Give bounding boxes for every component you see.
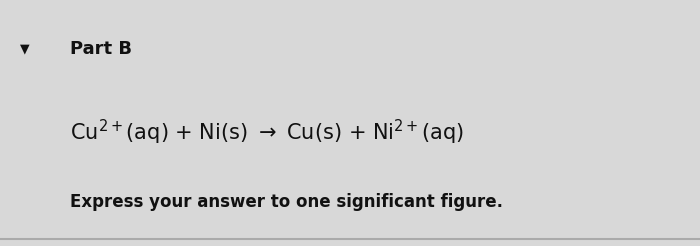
Text: ▼: ▼: [20, 43, 29, 56]
Text: Cu$^{2+}$(aq) + Ni(s) $\rightarrow$ Cu(s) + Ni$^{2+}$(aq): Cu$^{2+}$(aq) + Ni(s) $\rightarrow$ Cu(s…: [70, 118, 464, 147]
Text: Part B: Part B: [70, 40, 132, 58]
Text: Express your answer to one significant figure.: Express your answer to one significant f…: [70, 193, 503, 211]
